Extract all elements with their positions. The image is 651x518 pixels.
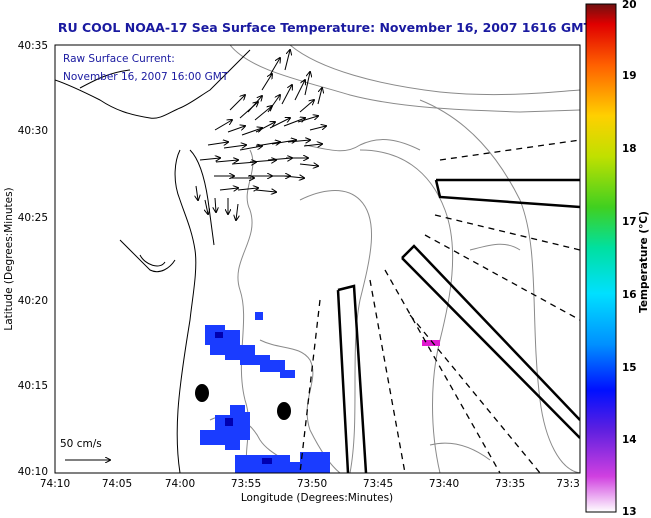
colorbar-tick-label: 17 <box>622 216 637 228</box>
colorbar-tick-label: 20 <box>622 0 637 11</box>
shipping-lanes <box>336 178 580 473</box>
y-tick-label: 40:10 <box>18 466 48 478</box>
colorbar <box>585 3 617 513</box>
colorbar-tick-label: 15 <box>622 362 637 374</box>
y-axis-label: Latitude (Degrees:Minutes) <box>3 187 15 330</box>
x-tick-label: 74:05 <box>102 478 132 490</box>
y-tick-label: 40:15 <box>18 380 48 392</box>
x-tick-label: 73:35 <box>495 478 525 490</box>
plot-area <box>55 45 580 473</box>
colorbar-tick-label: 14 <box>622 434 637 446</box>
current-timestamp: November 16, 2007 16:00 GMT <box>63 71 229 83</box>
y-tick-labels: 40:35 40:30 40:25 40:20 40:15 40:10 <box>18 40 48 478</box>
colorbar-tick-label: 19 <box>622 70 637 82</box>
plot-border <box>54 44 581 474</box>
colorbar-tick-label: 16 <box>622 289 637 301</box>
current-vectors <box>196 50 326 220</box>
x-tick-label: 74:10 <box>40 478 70 490</box>
x-axis-label: Longitude (Degrees:Minutes) <box>241 492 393 504</box>
x-tick-label: 73:55 <box>231 478 261 490</box>
y-tick-label: 40:35 <box>18 40 48 52</box>
x-tick-label: 73:50 <box>297 478 327 490</box>
coastline <box>55 49 251 473</box>
x-tick-label: 73:3 <box>556 478 580 490</box>
y-tick-label: 40:25 <box>18 212 48 224</box>
x-tick-label: 73:40 <box>429 478 459 490</box>
map-title: RU COOL NOAA-17 Sea Surface Temperature:… <box>58 20 593 35</box>
colorbar-tick-label: 13 <box>622 506 637 518</box>
bathymetry-contours <box>209 45 580 473</box>
lane-boundaries <box>299 139 580 473</box>
scale-label: 50 cm/s <box>60 438 102 450</box>
marker-dot <box>277 402 291 420</box>
sst-warm-patch <box>422 340 440 346</box>
y-tick-label: 40:20 <box>18 295 48 307</box>
x-tick-label: 73:45 <box>363 478 393 490</box>
colorbar-label: Temperature (°C) <box>638 211 650 313</box>
marker-dot <box>195 384 209 402</box>
x-tick-label: 74:00 <box>165 478 195 490</box>
y-tick-label: 40:30 <box>18 125 48 137</box>
map-layers <box>55 45 580 473</box>
colorbar-tick-labels: 20 19 18 17 16 15 14 13 <box>622 0 637 518</box>
current-label: Raw Surface Current: <box>63 53 175 65</box>
colorbar-tick-label: 18 <box>622 143 637 155</box>
sst-pixels <box>200 312 440 473</box>
x-tick-labels: 74:10 74:05 74:00 73:55 73:50 73:45 73:4… <box>40 478 580 490</box>
